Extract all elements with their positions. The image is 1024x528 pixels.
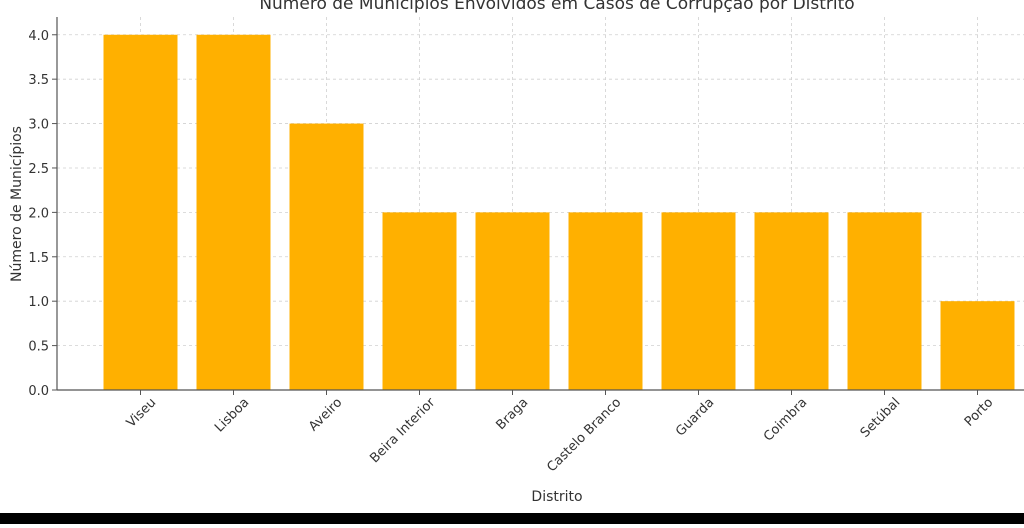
y-axis-label: Número de Municípios: [9, 126, 25, 282]
bottom-band: [0, 513, 1024, 524]
y-tick-label: 2.0: [28, 206, 49, 221]
y-tick-label: 2.5: [28, 162, 49, 177]
bar-porto: [940, 301, 1015, 390]
x-tick-label: Porto: [962, 395, 996, 429]
bar-beira-interior: [382, 212, 457, 390]
x-ticks: Viseu Lisboa Aveiro Beira Interior Braga Cast…: [124, 390, 996, 475]
bar-setúbal: [847, 212, 922, 390]
x-tick-label: Beira Interior: [367, 395, 438, 466]
x-axis-label: Distrito: [531, 489, 582, 505]
y-tick-label: 3.0: [28, 118, 49, 133]
x-tick-label: Viseu: [124, 395, 160, 431]
bar-lisboa: [196, 34, 271, 391]
chart-title: Número de Municípios Envolvidos em Casos…: [259, 0, 854, 14]
y-tick-label: 0.5: [28, 340, 49, 355]
x-tick-label: Coimbra: [761, 395, 810, 444]
x-tick-label: Lisboa: [212, 395, 252, 435]
bar-castelo-branco: [568, 212, 643, 390]
y-tick-label: 1.0: [28, 295, 49, 310]
y-tick-label: 0.0: [28, 384, 49, 399]
bars: [103, 34, 1015, 391]
bar-braga: [475, 212, 550, 390]
bar-viseu: [103, 34, 178, 391]
y-tick-label: 4.0: [28, 29, 49, 44]
y-tick-label: 3.5: [28, 73, 49, 88]
x-tick-label: Guarda: [673, 395, 717, 439]
x-tick-label: Aveiro: [306, 395, 345, 434]
bar-coimbra: [754, 212, 829, 390]
bar-guarda: [661, 212, 736, 390]
y-tick-label: 1.5: [28, 251, 49, 266]
bar-aveiro: [289, 123, 364, 391]
x-tick-label: Castelo Branco: [544, 395, 624, 475]
y-ticks: 0.0 0.5 1.0 1.5 2.0 2.5 3.0 3.5 4.0: [28, 29, 57, 399]
x-tick-label: Setúbal: [858, 395, 904, 441]
x-tick-label: Braga: [494, 395, 532, 433]
